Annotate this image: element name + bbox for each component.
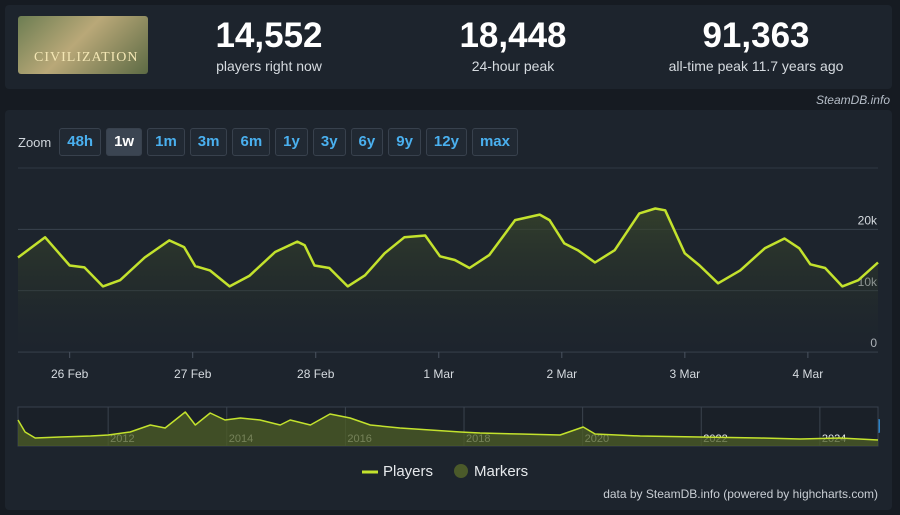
stat: 14,552 players right now bbox=[149, 16, 389, 74]
zoom-button[interactable]: 6m bbox=[232, 128, 271, 156]
zoom-button[interactable]: 1y bbox=[275, 128, 308, 156]
stat-label: 24-hour peak bbox=[471, 58, 555, 74]
zoom-button[interactable]: 1w bbox=[106, 128, 143, 156]
zoom-button[interactable]: max bbox=[471, 128, 518, 156]
zoom-button[interactable]: 6y bbox=[350, 128, 384, 156]
x-tick-label: 4 Mar bbox=[793, 367, 824, 381]
game-logo: CIVILIZATION bbox=[18, 16, 148, 74]
legend-label: Players bbox=[383, 463, 433, 480]
x-tick-label: 27 Feb bbox=[174, 367, 212, 381]
zoom-button[interactable]: 48h bbox=[59, 128, 102, 156]
line bbox=[17, 411, 879, 441]
x-tick-label: 1 Mar bbox=[423, 367, 454, 381]
legend-label: Markers bbox=[474, 463, 528, 480]
x-tick-label: 28 Feb bbox=[297, 367, 335, 381]
x-tick-label: 2 Mar bbox=[546, 367, 577, 381]
stat-value: 91,363 bbox=[702, 16, 810, 55]
legend-marker bbox=[454, 464, 468, 478]
stat-value: 14,552 bbox=[215, 16, 323, 55]
line bbox=[17, 207, 879, 288]
zoom-button[interactable]: 3m bbox=[189, 128, 228, 156]
stat-label: all-time peak 11.7 years ago bbox=[668, 58, 844, 74]
stat-value: 18,448 bbox=[459, 16, 567, 55]
zoom-label: Zoom bbox=[18, 134, 52, 150]
header-panel bbox=[5, 5, 892, 89]
zoom-button[interactable]: 12y bbox=[425, 128, 467, 156]
stat: 91,363 all-time peak 11.7 years ago bbox=[636, 16, 876, 74]
x-tick-label: 3 Mar bbox=[669, 367, 700, 381]
y-tick-label: 20k bbox=[858, 214, 878, 228]
stat-label: players right now bbox=[216, 58, 322, 74]
zoom-button[interactable]: 3y bbox=[312, 128, 346, 156]
logo-text: CIVILIZATION bbox=[34, 50, 139, 65]
area-fill bbox=[18, 208, 878, 352]
x-tick-label: 26 Feb bbox=[51, 367, 89, 381]
zoom-bar: Zoom 48h 1w 1m 3m 6m 1y 3y 6y 9y 12y max bbox=[18, 128, 518, 156]
stat: 18,448 24-hour peak bbox=[393, 16, 633, 74]
area-fill bbox=[18, 412, 878, 446]
zoom-button[interactable]: 1m bbox=[147, 128, 185, 156]
zoom-button[interactable]: 9y bbox=[388, 128, 421, 156]
watermark: SteamDB.info bbox=[815, 93, 890, 107]
credit: data by SteamDB.info (powered by highcha… bbox=[603, 487, 878, 501]
